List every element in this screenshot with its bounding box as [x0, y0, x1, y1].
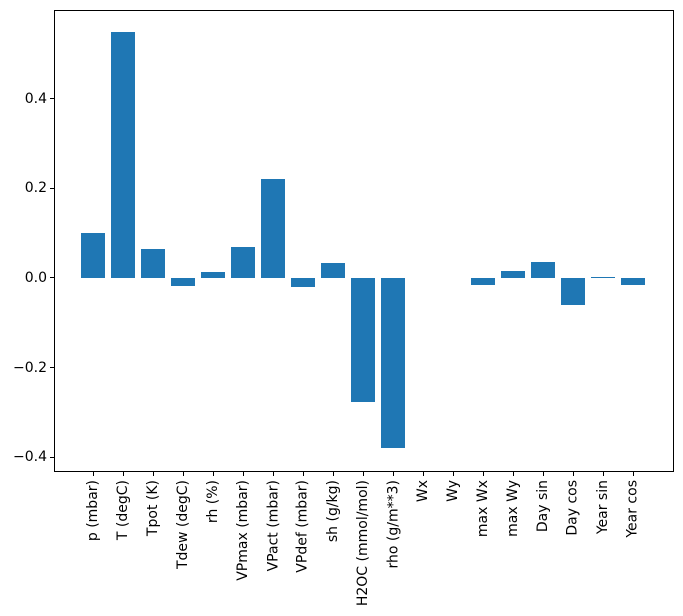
x-tick [243, 472, 244, 476]
bar-p-mbar [81, 233, 105, 278]
bar-day-cos [561, 277, 585, 305]
x-tick-label: Day sin [535, 480, 551, 533]
bar-tpot-k [141, 249, 165, 278]
x-tick-label: sh (g/kg) [325, 480, 341, 543]
bar-day-sin [531, 262, 555, 278]
x-tick [483, 472, 484, 476]
x-tick-label: rh (%) [205, 480, 221, 524]
x-tick [363, 472, 364, 476]
bar-year-cos [621, 277, 645, 286]
x-tick-label: Wy [445, 480, 461, 502]
bar-year-sin [591, 277, 615, 279]
x-tick-label: Year cos [625, 480, 641, 538]
x-tick [123, 472, 124, 476]
x-tick-label: Wx [415, 480, 431, 503]
x-tick-label: T (degC) [115, 480, 131, 541]
bar-rho-g-m-3 [381, 277, 405, 449]
bar-rh [201, 272, 225, 278]
x-tick [213, 472, 214, 476]
x-tick [573, 472, 574, 476]
x-tick-label: Tdew (degC) [175, 480, 191, 570]
x-tick-label: rho (g/m**3) [385, 480, 401, 569]
bar-tdew-degc [171, 277, 195, 286]
y-tick-label: −0.4 [13, 449, 47, 466]
x-tick-label: VPmax (mbar) [235, 480, 251, 581]
x-tick-label: Day cos [565, 480, 581, 536]
y-tick [50, 456, 54, 458]
y-tick-label: 0.4 [24, 90, 47, 107]
bar-h2oc-mmol-mol [351, 277, 375, 402]
y-tick-label: −0.2 [13, 359, 47, 376]
x-tick [183, 472, 184, 476]
x-tick [273, 472, 274, 476]
x-tick-label: p (mbar) [85, 480, 101, 542]
y-tick [50, 98, 54, 100]
y-tick-label: 0.2 [24, 180, 47, 197]
x-tick [393, 472, 394, 476]
x-tick-label: H2OC (mmol/mol) [355, 480, 371, 607]
plot-area [54, 10, 674, 472]
y-tick [50, 187, 54, 189]
x-tick [423, 472, 424, 476]
bar-vpact-mbar [261, 178, 285, 278]
x-tick-label: max Wx [475, 480, 491, 538]
x-tick-label: max Wy [505, 480, 521, 537]
x-tick [93, 472, 94, 476]
bar-max-wy [501, 271, 525, 278]
x-tick [633, 472, 634, 476]
x-tick [333, 472, 334, 476]
x-tick-label: Year sin [595, 480, 611, 535]
x-tick [453, 472, 454, 476]
bar-vpdef-mbar [291, 277, 315, 287]
x-tick [153, 472, 154, 476]
x-tick-label: VPdef (mbar) [295, 480, 311, 573]
x-tick-label: VPact (mbar) [265, 480, 281, 572]
y-tick [50, 367, 54, 369]
x-tick [603, 472, 604, 476]
y-tick-label: 0.0 [24, 269, 47, 286]
bar-max-wx [471, 277, 495, 286]
y-tick [50, 277, 54, 279]
bar-sh-g-kg [321, 262, 345, 278]
x-tick [513, 472, 514, 476]
bar-t-degc [111, 32, 135, 278]
x-tick-label: Tpot (K) [145, 480, 161, 537]
x-tick [543, 472, 544, 476]
x-tick [303, 472, 304, 476]
bar-vpmax-mbar [231, 247, 255, 278]
